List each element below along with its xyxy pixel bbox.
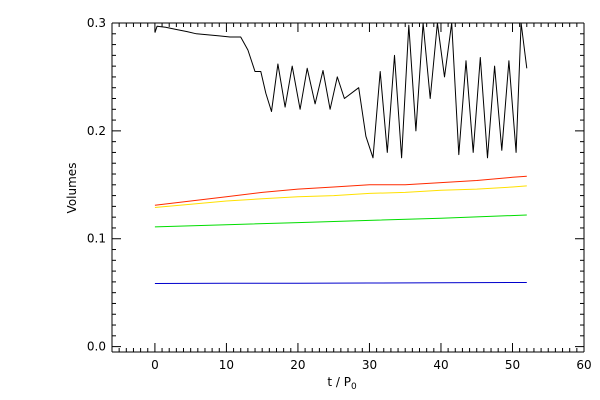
ticks-layer: 0 10 20 30 40 50 60 0.0 0.1 0.2 0.3 xyxy=(87,16,592,372)
series-line-1 xyxy=(154,22,528,159)
y-tick-label: 0.1 xyxy=(87,232,106,246)
x-axis-label-subscript: 0 xyxy=(351,382,357,392)
x-axis-label: t / P0 xyxy=(327,375,357,392)
y-tick-label: 0.3 xyxy=(87,16,106,30)
x-axis-label-main: t / P xyxy=(327,375,351,389)
series-line-3 xyxy=(154,185,527,208)
series-line-2 xyxy=(154,175,527,206)
x-tick-label: 60 xyxy=(576,358,591,372)
series-line-5 xyxy=(154,282,527,284)
x-tick-label: 20 xyxy=(290,358,305,372)
x-tick-label: 50 xyxy=(505,358,520,372)
x-tick-label: 30 xyxy=(362,358,377,372)
series-line-4 xyxy=(154,214,527,228)
y-axis-label: Volumes xyxy=(65,163,79,214)
x-tick-label: 0 xyxy=(151,358,159,372)
x-tick-label: 40 xyxy=(433,358,448,372)
y-tick-label: 0.2 xyxy=(87,124,106,138)
y-tick-label: 0.0 xyxy=(87,340,106,354)
plot-frame xyxy=(111,22,585,353)
x-tick-label: 10 xyxy=(219,358,234,372)
series-layer xyxy=(154,22,528,284)
